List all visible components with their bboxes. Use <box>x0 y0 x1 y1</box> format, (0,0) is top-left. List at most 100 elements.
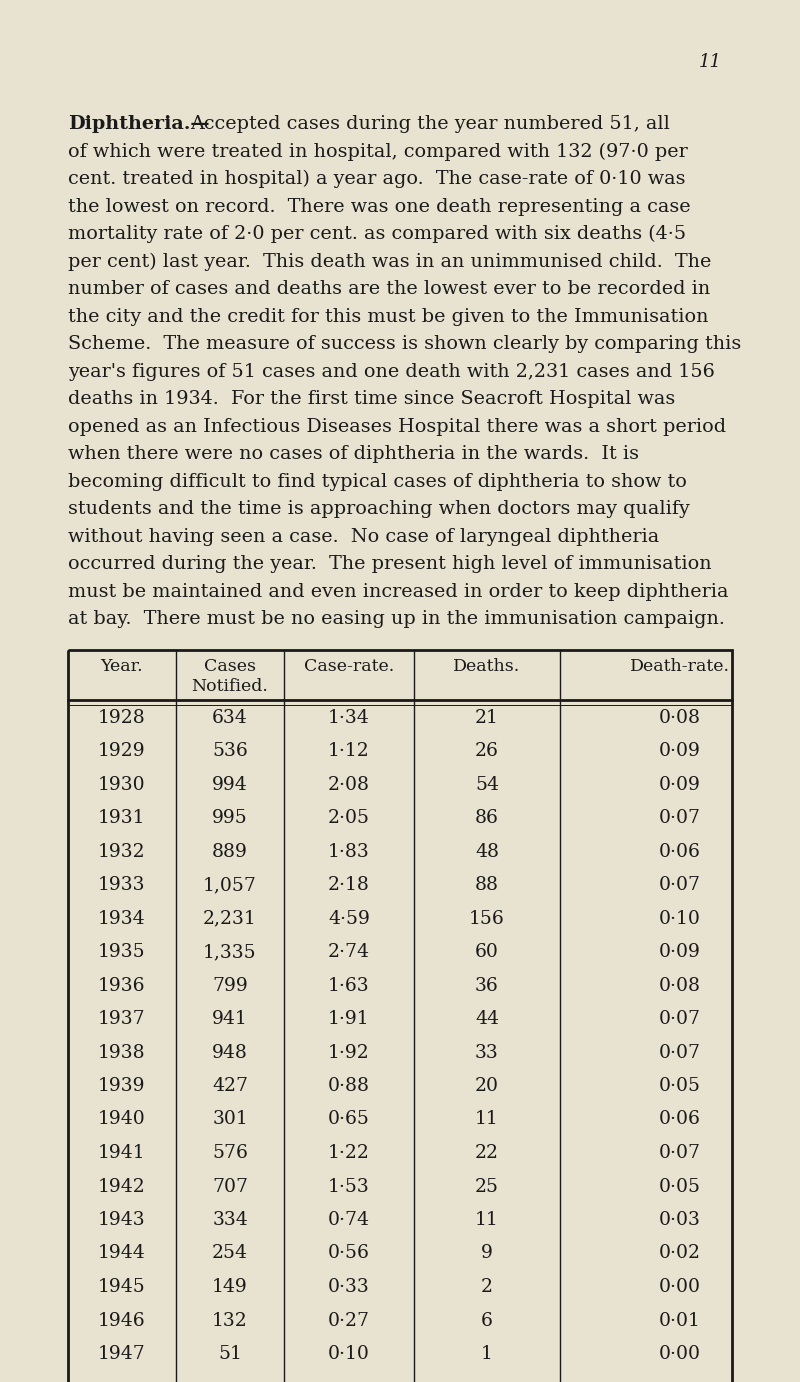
Text: 889: 889 <box>212 843 248 861</box>
Text: 1943: 1943 <box>98 1211 146 1229</box>
Text: 86: 86 <box>475 808 499 826</box>
Text: 20: 20 <box>475 1077 499 1095</box>
Text: Scheme.  The measure of success is shown clearly by comparing this: Scheme. The measure of success is shown … <box>68 334 742 352</box>
Text: 156: 156 <box>469 909 505 927</box>
Text: 1930: 1930 <box>98 775 146 793</box>
Text: 1945: 1945 <box>98 1278 146 1296</box>
Text: 1934: 1934 <box>98 909 146 927</box>
Text: Deaths.: Deaths. <box>454 658 521 674</box>
Text: 11: 11 <box>698 53 722 70</box>
Text: 2·08: 2·08 <box>328 775 370 793</box>
Text: 2: 2 <box>481 1278 493 1296</box>
Text: 1: 1 <box>481 1345 493 1363</box>
Text: 26: 26 <box>475 742 499 760</box>
Text: 48: 48 <box>475 843 499 861</box>
Text: 22: 22 <box>475 1144 499 1162</box>
Text: 799: 799 <box>212 977 248 995</box>
Text: 1·63: 1·63 <box>328 977 370 995</box>
Text: 0·03: 0·03 <box>659 1211 701 1229</box>
Text: 1932: 1932 <box>98 843 146 861</box>
Text: 1·91: 1·91 <box>328 1010 370 1028</box>
Text: 576: 576 <box>212 1144 248 1162</box>
Text: 132: 132 <box>212 1312 248 1329</box>
Text: students and the time is approaching when doctors may qualify: students and the time is approaching whe… <box>68 500 690 518</box>
Text: 0·10: 0·10 <box>328 1345 370 1363</box>
Text: 9: 9 <box>481 1245 493 1263</box>
Text: 0·09: 0·09 <box>659 943 701 960</box>
Text: opened as an Infectious Diseases Hospital there was a short period: opened as an Infectious Diseases Hospita… <box>68 417 726 435</box>
Text: 634: 634 <box>212 709 248 727</box>
Text: 427: 427 <box>212 1077 248 1095</box>
Text: 0·00: 0·00 <box>659 1345 701 1363</box>
Text: 941: 941 <box>212 1010 248 1028</box>
Text: must be maintained and even increased in order to keep diphtheria: must be maintained and even increased in… <box>68 582 729 601</box>
Text: when there were no cases of diphtheria in the wards.  It is: when there were no cases of diphtheria i… <box>68 445 639 463</box>
Text: 0·09: 0·09 <box>659 742 701 760</box>
Text: 0·08: 0·08 <box>659 709 701 727</box>
Text: 0·05: 0·05 <box>659 1177 701 1195</box>
Text: 1941: 1941 <box>98 1144 146 1162</box>
Text: 0·02: 0·02 <box>659 1245 701 1263</box>
Text: 0·06: 0·06 <box>659 1111 701 1129</box>
Text: 2,231: 2,231 <box>203 909 257 927</box>
Text: 0·88: 0·88 <box>328 1077 370 1095</box>
Text: 1947: 1947 <box>98 1345 146 1363</box>
Text: at bay.  There must be no easing up in the immunisation campaign.: at bay. There must be no easing up in th… <box>68 609 725 627</box>
Text: 1·53: 1·53 <box>328 1177 370 1195</box>
Text: 33: 33 <box>475 1043 499 1061</box>
Text: 1942: 1942 <box>98 1177 146 1195</box>
Text: 1939: 1939 <box>98 1077 146 1095</box>
Text: 25: 25 <box>475 1177 499 1195</box>
Text: becoming difficult to find typical cases of diphtheria to show to: becoming difficult to find typical cases… <box>68 473 687 491</box>
Text: 0·33: 0·33 <box>328 1278 370 1296</box>
Text: 44: 44 <box>475 1010 499 1028</box>
Text: the lowest on record.  There was one death representing a case: the lowest on record. There was one deat… <box>68 198 690 216</box>
Text: 36: 36 <box>475 977 499 995</box>
Text: 0·07: 0·07 <box>659 876 701 894</box>
Text: 1·22: 1·22 <box>328 1144 370 1162</box>
Text: mortality rate of 2·0 per cent. as compared with six deaths (4·5: mortality rate of 2·0 per cent. as compa… <box>68 225 686 243</box>
Text: 0·07: 0·07 <box>659 808 701 826</box>
Text: 1946: 1946 <box>98 1312 146 1329</box>
Text: 995: 995 <box>212 808 248 826</box>
Text: 1931: 1931 <box>98 808 146 826</box>
Text: 60: 60 <box>475 943 499 960</box>
Text: 2·74: 2·74 <box>328 943 370 960</box>
Text: 1·83: 1·83 <box>328 843 370 861</box>
Text: 334: 334 <box>212 1211 248 1229</box>
Text: Diphtheria.—: Diphtheria.— <box>68 115 210 133</box>
Text: 0·05: 0·05 <box>659 1077 701 1095</box>
Text: 707: 707 <box>212 1177 248 1195</box>
Text: Accepted cases during the year numbered 51, all: Accepted cases during the year numbered … <box>190 115 670 133</box>
Text: 1,335: 1,335 <box>203 943 257 960</box>
Text: 2·05: 2·05 <box>328 808 370 826</box>
Text: 51: 51 <box>218 1345 242 1363</box>
Text: 994: 994 <box>212 775 248 793</box>
Text: 1933: 1933 <box>98 876 146 894</box>
Text: 11: 11 <box>475 1111 499 1129</box>
Text: 1929: 1929 <box>98 742 146 760</box>
Text: year's figures of 51 cases and one death with 2,231 cases and 156: year's figures of 51 cases and one death… <box>68 362 715 380</box>
Text: 0·08: 0·08 <box>659 977 701 995</box>
Text: deaths in 1934.  For the first time since Seacroft Hospital was: deaths in 1934. For the first time since… <box>68 390 675 408</box>
Text: Death-rate.: Death-rate. <box>630 658 730 674</box>
Text: 11: 11 <box>475 1211 499 1229</box>
Text: 0·07: 0·07 <box>659 1010 701 1028</box>
Text: 0·09: 0·09 <box>659 775 701 793</box>
Text: 1944: 1944 <box>98 1245 146 1263</box>
Text: 1·92: 1·92 <box>328 1043 370 1061</box>
Text: per cent) last year.  This death was in an unimmunised child.  The: per cent) last year. This death was in a… <box>68 253 711 271</box>
Text: 536: 536 <box>212 742 248 760</box>
Text: 88: 88 <box>475 876 499 894</box>
Text: 54: 54 <box>475 775 499 793</box>
Text: 1·12: 1·12 <box>328 742 370 760</box>
Text: 0·74: 0·74 <box>328 1211 370 1229</box>
Text: 0·10: 0·10 <box>659 909 701 927</box>
Text: 1938: 1938 <box>98 1043 146 1061</box>
Text: 2·18: 2·18 <box>328 876 370 894</box>
Text: 1940: 1940 <box>98 1111 146 1129</box>
Text: number of cases and deaths are the lowest ever to be recorded in: number of cases and deaths are the lowes… <box>68 281 710 299</box>
Text: cent. treated in hospital) a year ago.  The case-rate of 0·10 was: cent. treated in hospital) a year ago. T… <box>68 170 686 188</box>
Text: 1937: 1937 <box>98 1010 146 1028</box>
Text: 0·07: 0·07 <box>659 1144 701 1162</box>
